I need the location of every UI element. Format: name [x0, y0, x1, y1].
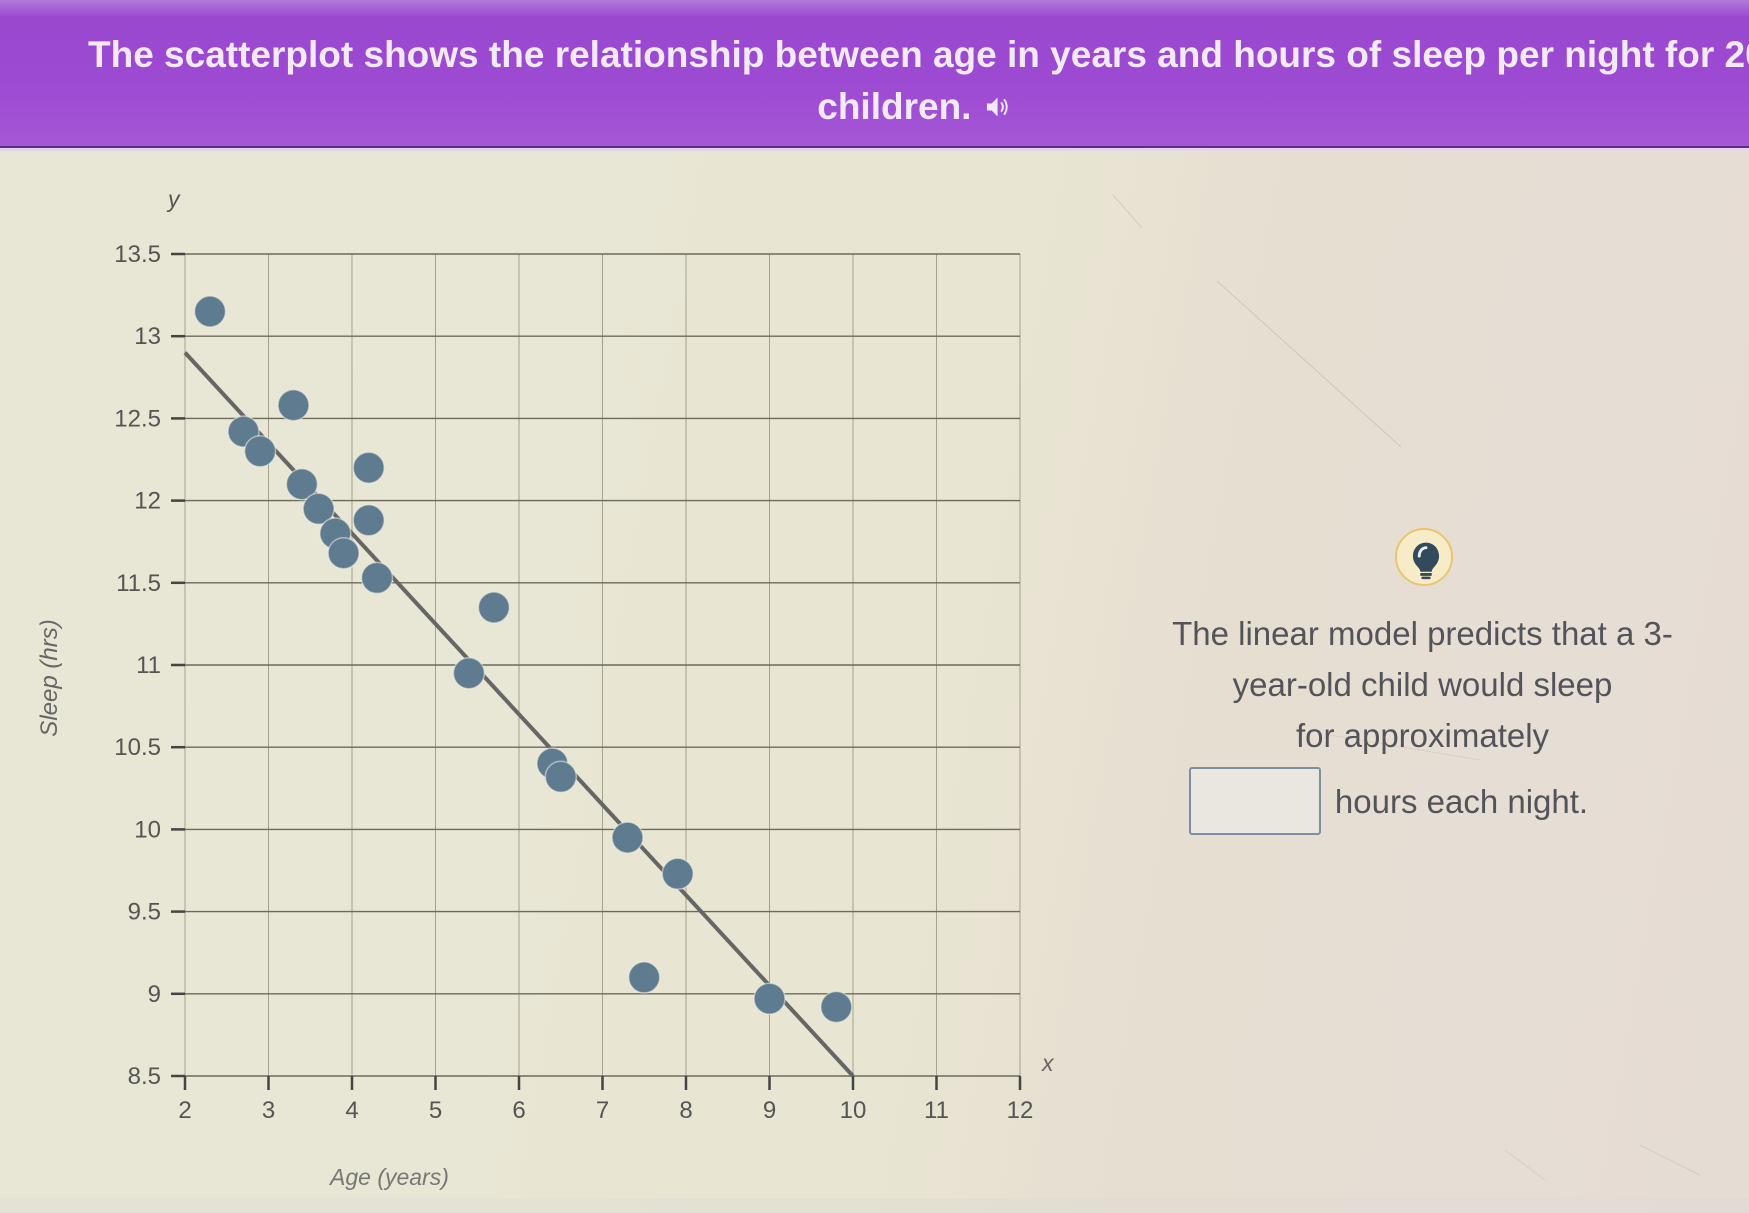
svg-text:3: 3 [262, 1097, 275, 1124]
svg-text:11.5: 11.5 [116, 570, 161, 597]
svg-text:6: 6 [512, 1097, 525, 1124]
svg-text:5: 5 [429, 1097, 442, 1124]
svg-text:9.5: 9.5 [128, 899, 161, 926]
svg-text:11: 11 [136, 652, 161, 679]
svg-text:8: 8 [679, 1097, 692, 1124]
svg-text:10: 10 [134, 816, 161, 843]
svg-text:7: 7 [596, 1097, 609, 1124]
svg-text:8.5: 8.5 [128, 1063, 161, 1090]
svg-text:12.5: 12.5 [114, 405, 161, 432]
svg-text:10.5: 10.5 [114, 734, 161, 761]
svg-text:11: 11 [924, 1097, 949, 1124]
svg-text:10: 10 [840, 1097, 867, 1124]
svg-text:x: x [1041, 1050, 1055, 1076]
svg-text:9: 9 [763, 1097, 776, 1124]
svg-text:13.5: 13.5 [114, 241, 161, 268]
svg-text:12: 12 [134, 488, 161, 515]
svg-text:13: 13 [134, 323, 161, 350]
svg-text:12: 12 [1007, 1097, 1034, 1124]
svg-text:9: 9 [148, 981, 161, 1008]
svg-text:2: 2 [178, 1097, 191, 1124]
svg-text:4: 4 [345, 1097, 358, 1124]
